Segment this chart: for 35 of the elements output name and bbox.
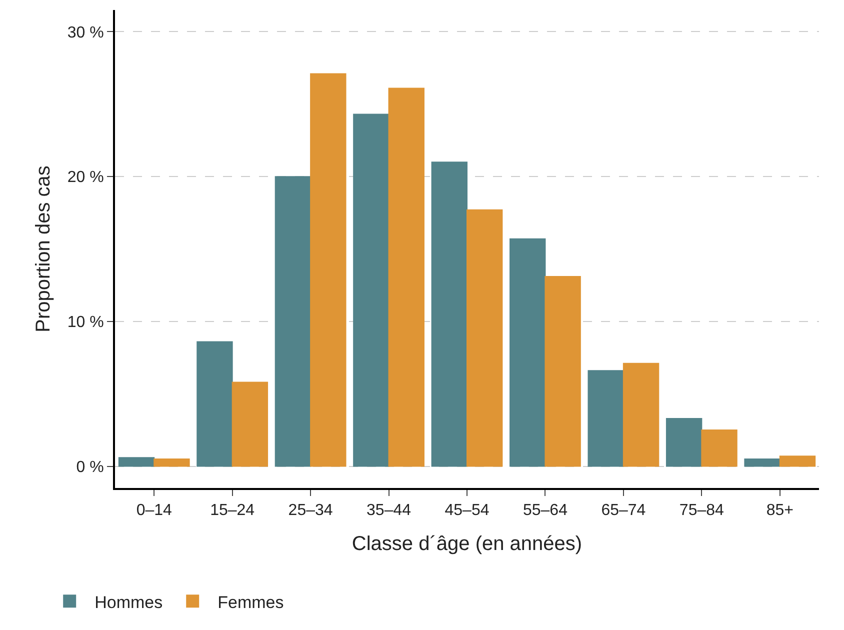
bar — [232, 382, 268, 467]
bar — [544, 276, 581, 467]
y-tick-label: 0 % — [76, 458, 104, 476]
bar — [353, 114, 390, 467]
y-axis-title: Proportion des cas — [32, 166, 54, 332]
bar — [196, 341, 233, 467]
x-tick-label: 0–14 — [136, 502, 172, 520]
bar — [588, 370, 624, 467]
y-tick-label: 30 % — [67, 24, 104, 42]
x-tick-label: 75–84 — [679, 502, 724, 520]
x-tick-label: 65–74 — [601, 502, 646, 520]
bar — [154, 458, 190, 467]
x-tick-label: 85+ — [766, 502, 794, 520]
y-tick-label: 20 % — [67, 169, 104, 186]
bar — [310, 73, 346, 467]
x-tick-label: 25–34 — [288, 502, 333, 520]
y-tick-label: 10 % — [67, 314, 104, 332]
bar — [510, 238, 546, 467]
bar — [431, 162, 468, 467]
legend-label: Femmes — [218, 592, 284, 612]
bar — [118, 457, 155, 467]
x-tick-label: 35–44 — [366, 502, 412, 520]
x-tick-label: 15–24 — [210, 502, 255, 520]
bar — [744, 458, 780, 467]
bar — [274, 176, 312, 467]
bar — [666, 418, 702, 467]
bar — [622, 362, 660, 467]
bar — [466, 209, 503, 467]
legend-label: Hommes — [94, 592, 163, 612]
x-tick-label: 55–64 — [522, 502, 568, 520]
bar — [701, 430, 738, 467]
bar — [779, 456, 816, 467]
x-axis-title: Classe d´âge (en années) — [352, 533, 582, 556]
bar — [388, 88, 424, 467]
x-tick-label: 45–54 — [444, 502, 490, 520]
